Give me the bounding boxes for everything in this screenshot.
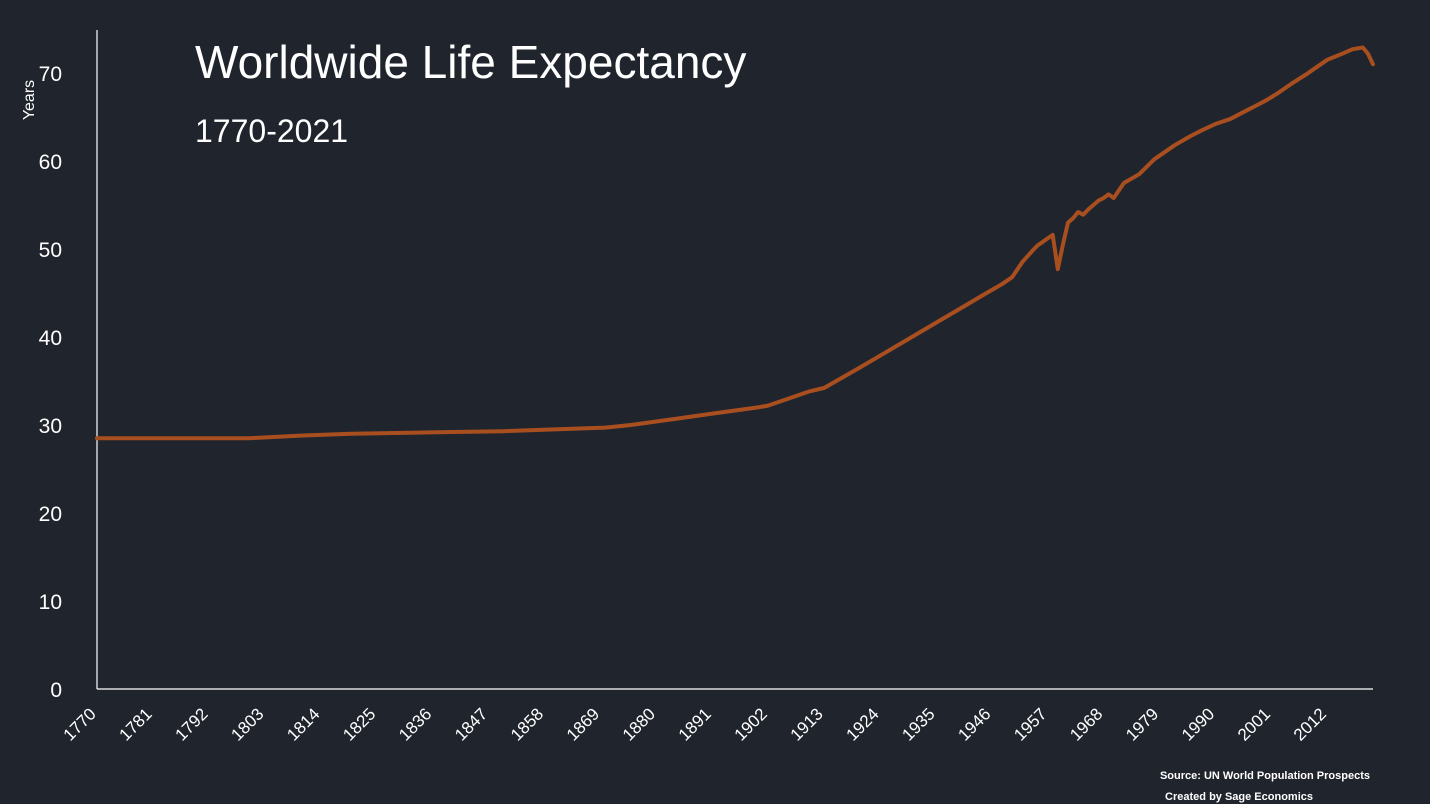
x-tick-label: 1858 <box>507 704 547 744</box>
y-tick-label: 40 <box>39 327 62 350</box>
x-tick-label: 1869 <box>563 704 603 744</box>
y-tick-label: 20 <box>39 503 62 526</box>
series-line <box>95 45 1375 441</box>
chart-subtitle: 1770-2021 <box>195 113 348 149</box>
x-tick-label: 1902 <box>731 704 771 744</box>
y-tick-label: 30 <box>39 415 62 438</box>
x-tick-label: 1979 <box>1122 704 1162 744</box>
x-axis: 1770 1781 1792 1803 1814 1825 1836 1847 1858 1869… <box>60 688 1373 745</box>
x-tick-label: 1913 <box>787 704 827 744</box>
y-tick-label: 0 <box>50 679 62 702</box>
x-tick-label: 1891 <box>675 704 715 744</box>
x-tick-label: 1935 <box>898 704 938 744</box>
x-tick-label: 1847 <box>451 704 491 744</box>
x-tick-label: 1803 <box>227 704 267 744</box>
chart-title: Worldwide Life Expectancy <box>195 36 746 88</box>
x-tick-label: 1968 <box>1066 704 1106 744</box>
x-tick-label: 1957 <box>1010 704 1050 744</box>
x-tick-label: 1814 <box>283 704 323 744</box>
x-tick-label: 1825 <box>339 704 379 744</box>
y-tick-label: 10 <box>39 591 62 614</box>
source-note: Source: UN World Population Prospects <box>1160 770 1370 782</box>
series-layer <box>95 45 1375 441</box>
x-tick-label: 1836 <box>395 704 435 744</box>
x-tick-label: 1880 <box>619 704 659 744</box>
x-tick-label: 1770 <box>60 704 100 744</box>
x-tick-label: 2012 <box>1290 704 1330 744</box>
x-tick-label: 2001 <box>1234 704 1274 744</box>
x-tick-label: 1946 <box>954 704 994 744</box>
y-tick-label: 60 <box>39 151 62 174</box>
y-tick-label: 70 <box>39 63 62 86</box>
x-tick-label: 1924 <box>843 704 883 744</box>
x-tick-label: 1781 <box>116 704 156 744</box>
y-axis-title: Years <box>21 80 38 120</box>
x-tick-label: 1792 <box>171 704 211 744</box>
y-tick-label: 50 <box>39 239 62 262</box>
x-tick-label: 1990 <box>1178 704 1218 744</box>
y-axis: 0 10 20 30 40 50 60 70 <box>39 30 98 702</box>
credit-note: Created by Sage Economics <box>1165 791 1313 803</box>
